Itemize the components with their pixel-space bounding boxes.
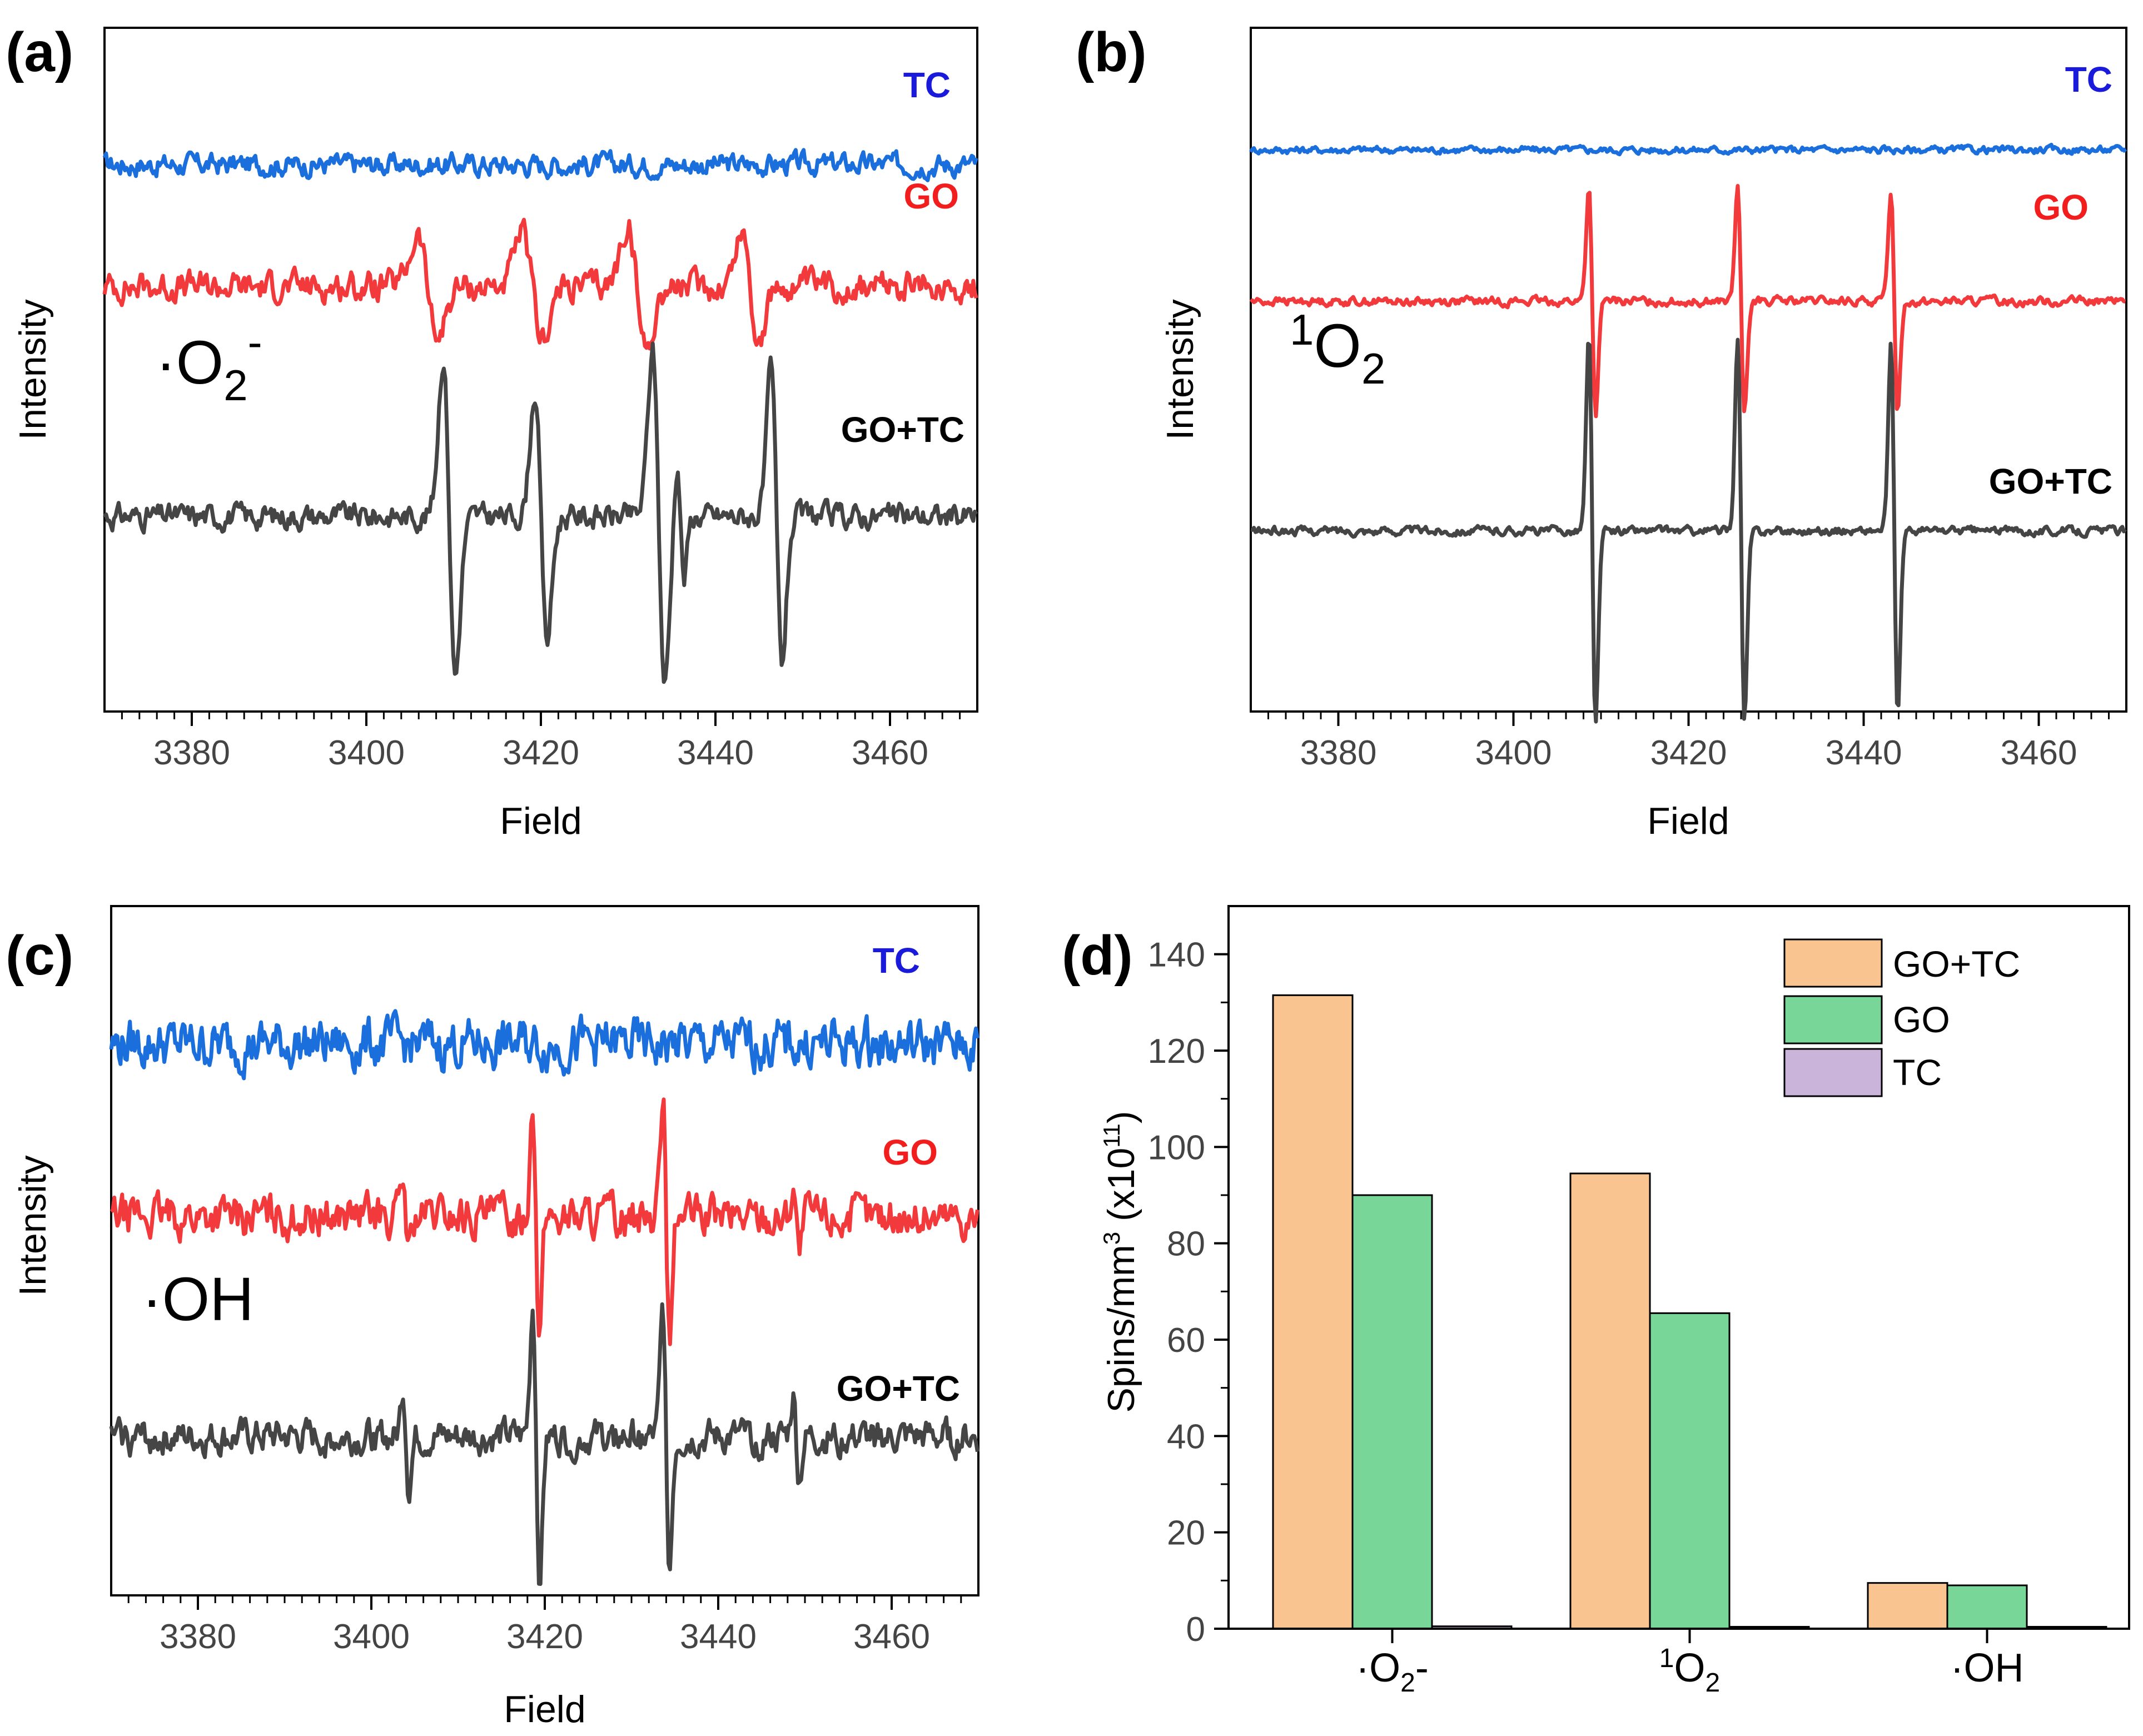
x-tick-label: 3380: [160, 1618, 236, 1656]
y-tick-label: 100: [1148, 1128, 1205, 1167]
bar-go-1: [1649, 1312, 1731, 1630]
spectrum-go: [102, 217, 978, 351]
y-tick-label: 120: [1148, 1032, 1205, 1071]
category-label-o2-radical: ·O2-: [1356, 1646, 1429, 1698]
bar-go-tc-1: [1569, 1172, 1651, 1630]
spectrum-tc: [1249, 142, 2127, 157]
panel-c-x-ticks: 3380 3400 3420 3440 3460: [127, 1595, 962, 1656]
panel-c-label-tc: TC: [873, 941, 920, 981]
category-label-singlet-oxygen: 1O2: [1659, 1644, 1720, 1698]
panel-d-label: (d): [1062, 924, 1133, 987]
x-tick-label: 3440: [680, 1618, 757, 1656]
x-tick-label: 3400: [328, 734, 405, 772]
y-tick-label: 140: [1148, 936, 1205, 974]
x-tick-label: 3380: [153, 734, 230, 772]
panel-a-x-ticks: 3380 3400 3420 3440 3460: [121, 712, 961, 772]
panel-b-label-tc: TC: [2065, 59, 2112, 100]
y-tick-label: 0: [1186, 1610, 1205, 1649]
panel-b-label-gotc: GO+TC: [1989, 461, 2112, 501]
category-label-hydroxyl: ·OH: [1951, 1646, 2024, 1690]
legend-label-tc: TC: [1893, 1052, 1942, 1093]
y-tick-label: 60: [1167, 1321, 1205, 1360]
x-tick-label: 3460: [853, 1618, 930, 1656]
panel-d-y-ticks: 0 20 40 60 80 100 120 140: [1148, 936, 1229, 1649]
legend-swatch-gotc: [1783, 938, 1883, 988]
panel-c-xlabel: Field: [504, 1688, 585, 1730]
y-tick-label: 40: [1167, 1417, 1205, 1456]
panel-b-species: 1O2: [1290, 305, 1385, 393]
x-tick-label: 3400: [1475, 734, 1552, 772]
panel-b-label: (b): [1076, 21, 1147, 83]
x-tick-label: 3460: [2001, 734, 2077, 772]
panel-c-label-go: GO: [882, 1132, 938, 1172]
spectrum-go-tc: [1250, 337, 2127, 724]
panel-b-label-go: GO: [2033, 187, 2089, 227]
legend-swatch-tc: [1783, 1048, 1883, 1097]
panel-a-species: ·O2-: [156, 317, 262, 410]
x-tick-label: 3420: [1650, 734, 1727, 772]
panel-d-legend: GO+TC GO TC: [1783, 938, 2020, 1097]
y-tick-label: 80: [1167, 1225, 1205, 1264]
bar-go-0: [1351, 1194, 1433, 1630]
spectrum-go: [110, 1097, 979, 1346]
spectrum-tc: [109, 1009, 979, 1081]
panel-b: (b) Intensity Field 3380 3400 3420 3440 3460…: [1076, 21, 2127, 842]
panel-c-label-gotc: GO+TC: [837, 1369, 960, 1409]
x-tick-label: 3420: [503, 734, 579, 772]
bar-go-2: [1946, 1584, 2028, 1630]
spectrum-go: [1249, 183, 2126, 419]
panel-a-xlabel: Field: [500, 800, 581, 842]
panel-d-ylabel: Spins/mm3 (x1011): [1098, 1111, 1142, 1412]
panel-a-label-go: GO: [903, 176, 959, 216]
spectrum-go-tc: [102, 341, 978, 684]
x-tick-label: 3440: [1826, 734, 1902, 772]
panel-b-x-ticks: 3380 3400 3420 3440 3460: [1267, 712, 2110, 772]
panel-b-ylabel: Intensity: [1159, 299, 1201, 440]
bar-go-tc-0: [1272, 994, 1354, 1630]
x-tick-label: 3460: [852, 734, 928, 772]
panel-a: (a) Intensity Field 3380 3400 3420 3440 3460…: [6, 21, 978, 842]
legend-swatch-go: [1783, 995, 1883, 1044]
panel-d-frame: [1227, 905, 2130, 1630]
x-tick-label: 3420: [506, 1618, 583, 1656]
panel-d: (d) Spins/mm3 (x1011) 0 20 40 60 80 100 120 140…: [1062, 905, 2130, 1698]
legend-label-go: GO: [1893, 999, 1950, 1040]
panel-a-label: (a): [6, 21, 73, 83]
panel-d-bars: [1272, 994, 2107, 1643]
panel-a-curves: [102, 148, 978, 684]
panel-a-ylabel: Intensity: [12, 299, 54, 440]
x-tick-label: 3400: [333, 1618, 410, 1656]
panel-a-label-tc: TC: [903, 65, 951, 105]
spectrum-go-tc: [109, 1302, 979, 1586]
panel-b-curves: [1249, 142, 2127, 724]
x-tick-label: 3440: [677, 734, 754, 772]
legend-label-gotc: GO+TC: [1893, 943, 2020, 984]
panel-c-label: (c): [6, 924, 73, 987]
y-tick-label: 20: [1167, 1514, 1205, 1553]
bar-go-tc-2: [1867, 1582, 1948, 1630]
panel-c-ylabel: Intensity: [12, 1155, 54, 1296]
panel-a-label-gotc: GO+TC: [841, 410, 964, 450]
panel-c-curves: [109, 1009, 979, 1586]
panel-c: (c) Intensity Field 3380 3400 3420 3440 3460…: [6, 905, 979, 1730]
spectrum-tc: [102, 148, 978, 182]
x-tick-label: 3380: [1300, 734, 1377, 772]
panel-d-category-labels: ·O2- 1O2 ·OH: [1356, 1644, 2023, 1698]
panel-c-species: ·OH: [142, 1265, 254, 1334]
panel-b-xlabel: Field: [1647, 800, 1729, 842]
